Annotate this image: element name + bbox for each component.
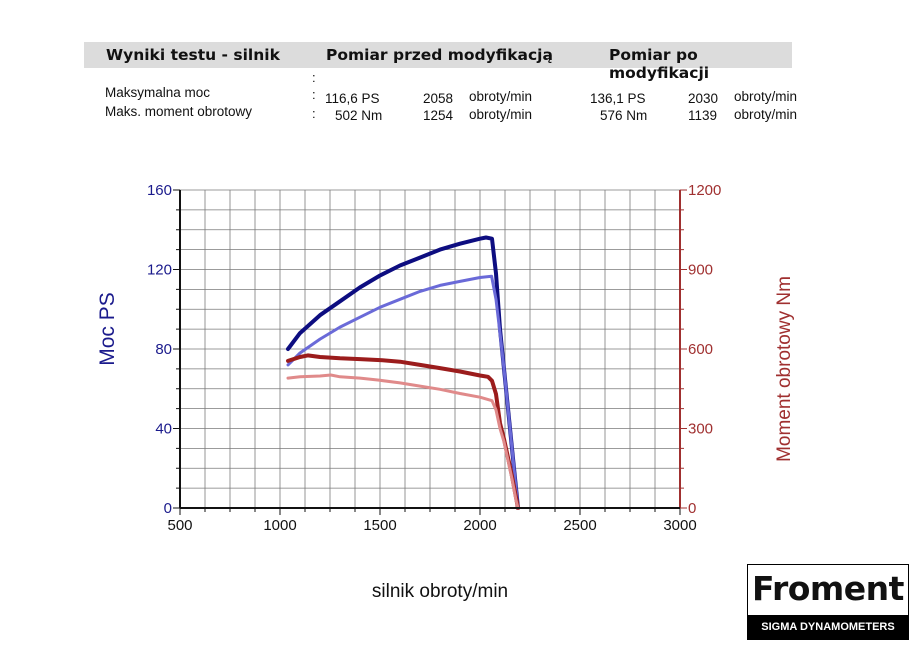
x-tick-label: 1500 (363, 517, 396, 534)
x-tick-label: 2000 (463, 517, 496, 534)
x-axis-label: silnik obroty/min (372, 581, 508, 602)
before-value: 116,6 PS (325, 91, 380, 106)
y-tick-label-left: 80 (155, 341, 172, 358)
series-line-torque-after (286, 353, 520, 510)
x-tick-label: 2500 (563, 517, 596, 534)
summary-col-after: Pomiar po modyfikacji (609, 46, 710, 82)
logo-name: Froment (752, 569, 904, 608)
logo-tagline: SIGMA DYNAMOMETERS (748, 615, 908, 639)
summary-col-title: Wyniki testu - silnik (106, 46, 280, 64)
after-unit: obroty/min (734, 107, 798, 122)
separator-colon: : (312, 87, 316, 102)
row-label: Maks. moment obrotowy (105, 104, 253, 119)
before-rpm: 1254 (423, 108, 454, 123)
series-line-power-before (286, 274, 520, 510)
froment-logo: Froment SIGMA DYNAMOMETERS (747, 564, 909, 640)
chart-grid (179, 189, 681, 509)
before-rpm: 2058 (423, 91, 454, 106)
before-unit: obroty/min (469, 89, 533, 104)
x-tick-label: 1000 (263, 517, 296, 534)
y-tick-label-left: 0 (164, 500, 172, 517)
y-tick-label-right: 0 (688, 500, 696, 517)
separator-colon: : (312, 70, 316, 85)
after-rpm: 1139 (688, 108, 718, 123)
after-unit: obroty/min (734, 89, 798, 104)
y-tick-label-right: 600 (688, 341, 713, 358)
y-axis-label-right: Moment obrotowy Nm (774, 276, 795, 462)
chart-tick-labels: 500 1000 1500 2000 2500 300004080120160030060… (147, 182, 721, 534)
chart-series (286, 235, 520, 510)
separator-colon: : (312, 106, 316, 121)
row-label: Maksymalna moc (105, 85, 211, 100)
y-tick-label-left: 120 (147, 262, 172, 279)
x-tick-label: 3000 (663, 517, 696, 534)
y-tick-label-right: 900 (688, 262, 713, 279)
y-tick-label-right: 1200 (688, 182, 721, 199)
y-tick-label-left: 40 (155, 421, 172, 438)
x-tick-label: 500 (167, 517, 192, 534)
after-value: 136,1 PS (590, 91, 646, 106)
summary-header-bar: Wyniki testu - silnik Pomiar przed modyf… (84, 42, 792, 82)
y-axis-label-left: Moc PS (96, 292, 119, 366)
before-unit: obroty/min (469, 107, 533, 122)
summary-col-before: Pomiar przed modyfikacją (326, 46, 553, 64)
series-line-torque-before (286, 373, 520, 510)
y-tick-label-left: 160 (147, 182, 172, 199)
before-value: 502 Nm (335, 108, 383, 123)
after-value: 576 Nm (600, 108, 648, 123)
y-tick-label-right: 300 (688, 421, 713, 438)
chart-axes (173, 189, 687, 515)
after-rpm: 2030 (688, 91, 719, 106)
